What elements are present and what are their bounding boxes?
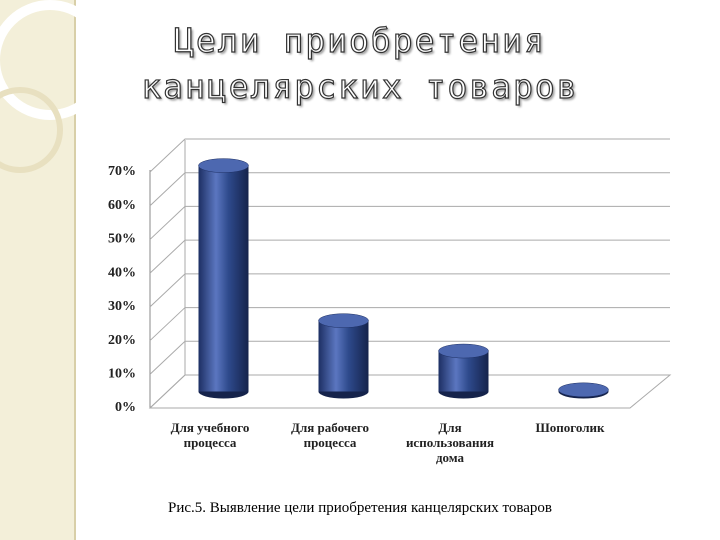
bar-top [198, 158, 249, 173]
grid-line [149, 205, 670, 240]
y-tick-label: 70% [108, 164, 136, 179]
bar-top [438, 343, 489, 359]
y-tick-label: 0% [115, 400, 136, 415]
grid-line [149, 273, 670, 308]
y-tick-label: 10% [108, 367, 136, 382]
bar [198, 165, 249, 392]
y-tick-label: 50% [108, 232, 136, 247]
grid-line [149, 239, 670, 274]
side-strip [0, 0, 75, 540]
y-tick-label: 60% [108, 198, 136, 213]
decor-circle [0, 87, 63, 173]
caption: Рис.5. Выявление цели приобретения канце… [168, 500, 552, 516]
grid-line [149, 374, 670, 409]
bar [318, 320, 369, 392]
y-tick-label: 20% [108, 333, 136, 348]
grid-line [149, 138, 670, 173]
x-tick-label: Шопоголик [535, 420, 605, 435]
x-tick-label: Для рабочего процесса [291, 420, 369, 450]
chart-title: Цели приобретения канцелярских товаров [141, 20, 579, 106]
y-tick-label: 40% [108, 265, 136, 280]
grid-line [149, 307, 670, 341]
y-tick-label: 30% [108, 299, 136, 314]
bar-top [558, 382, 609, 398]
decor-circle [0, 0, 110, 120]
bar-top [318, 313, 369, 328]
x-tick-label: Для использования дома [405, 420, 495, 465]
grid-line [149, 172, 670, 207]
x-tick-label: Для учебного процесса [170, 420, 250, 450]
grid-line [149, 340, 670, 375]
